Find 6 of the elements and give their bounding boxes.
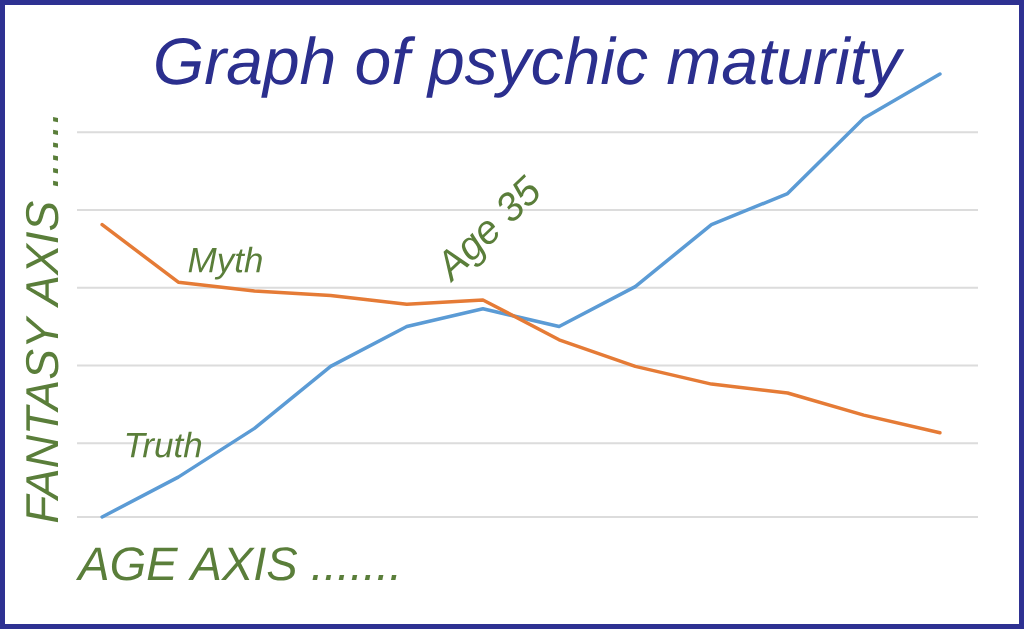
chart-title: Graph of psychic maturity	[156, 36, 905, 98]
x-axis-title: AGE AXIS .......	[75, 547, 397, 581]
y-axis-title: FANTASY AXIS ......	[25, 116, 59, 523]
series-label: Truth	[126, 431, 202, 458]
series-label: Myth	[188, 246, 262, 280]
annotation: Age 35	[443, 173, 539, 284]
